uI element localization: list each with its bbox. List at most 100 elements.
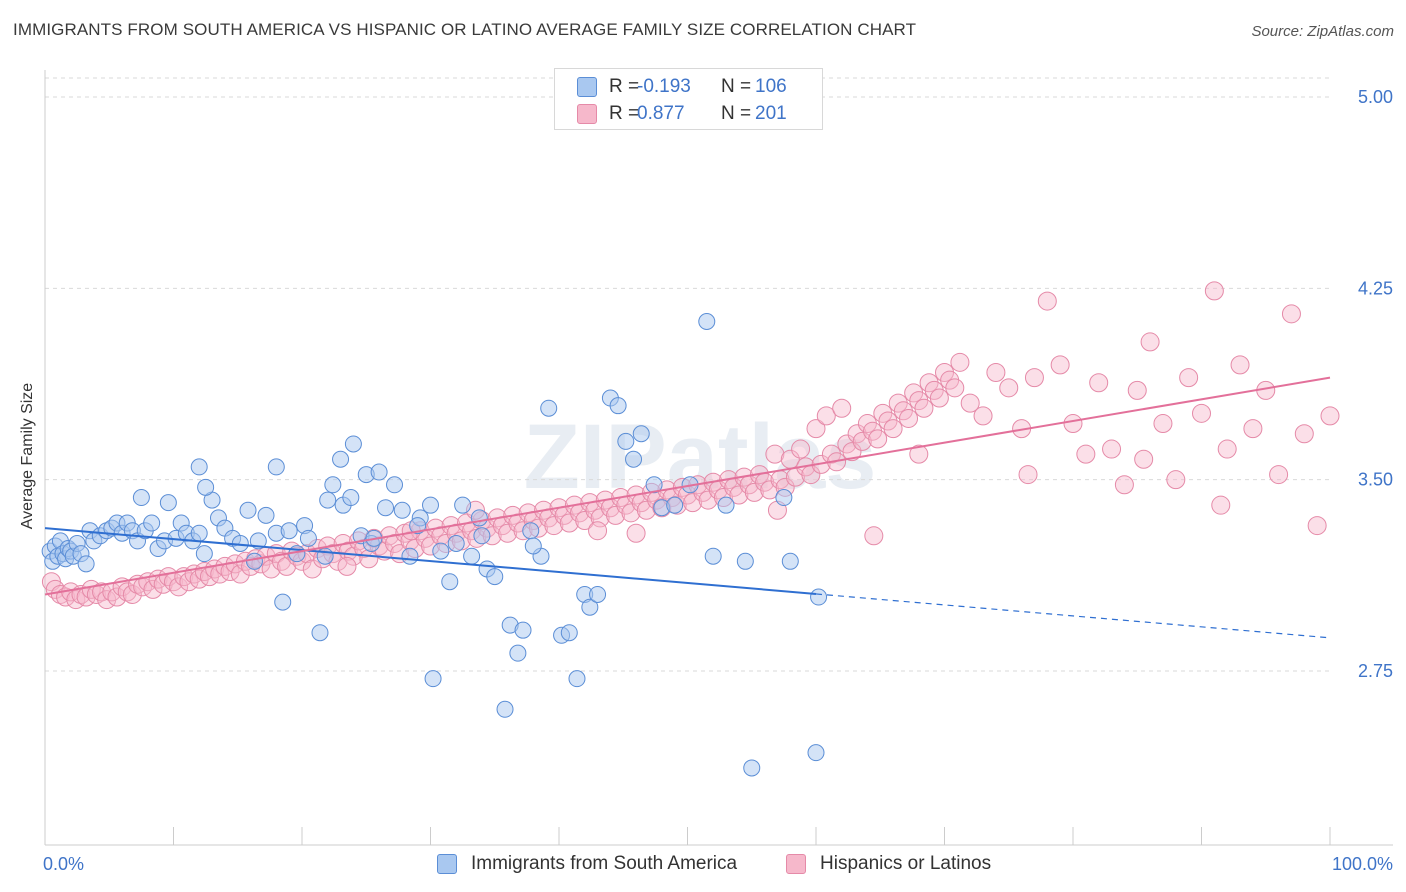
data-point-immigrants	[581, 598, 599, 616]
data-point-hispanics	[169, 577, 189, 597]
data-point-hispanics	[1102, 439, 1122, 459]
data-point-hispanics	[1050, 355, 1070, 375]
data-point-immigrants	[698, 312, 716, 330]
correlation-legend: R = -0.193 N = 106 R = 0.877 N = 201	[554, 68, 823, 130]
trend-line-immigrants	[44, 527, 817, 595]
data-point-immigrants	[568, 670, 586, 688]
data-point-immigrants	[267, 458, 285, 476]
data-point-hispanics	[1211, 495, 1231, 515]
data-point-hispanics	[842, 442, 862, 462]
data-point-hispanics	[1243, 419, 1263, 439]
data-point-hispanics	[1204, 281, 1224, 301]
legend-r-label: R =	[609, 103, 640, 124]
legend-row-immigrants: R = -0.193 N = 106	[577, 75, 787, 99]
chart-title: IMMIGRANTS FROM SOUTH AMERICA VS HISPANI…	[13, 20, 917, 39]
data-point-immigrants	[810, 588, 828, 606]
data-point-immigrants	[77, 555, 95, 573]
legend-r-value: 0.877	[637, 103, 685, 124]
bottom-legend-immigrants: Immigrants from South America	[437, 852, 737, 876]
data-point-immigrants	[274, 593, 292, 611]
data-point-hispanics	[559, 513, 579, 533]
data-point-hispanics	[1134, 449, 1154, 469]
legend-swatch-hispanics	[577, 104, 597, 124]
tick-labels: 2.75 3.50 4.25 5.00 0.0% 100.0%	[43, 87, 1393, 874]
data-point-hispanics	[107, 587, 127, 607]
data-point-immigrants	[393, 501, 411, 519]
y-tick-label: 5.00	[1358, 87, 1393, 107]
data-point-immigrants	[249, 532, 267, 550]
axes	[44, 70, 1393, 846]
legend-n-label: N =	[721, 76, 752, 97]
data-point-immigrants	[324, 476, 342, 494]
data-point-hispanics	[1153, 414, 1173, 434]
data-point-hispanics	[1063, 414, 1083, 434]
data-point-hispanics	[1089, 373, 1109, 393]
data-point-immigrants	[409, 517, 427, 535]
data-point-hispanics	[117, 582, 137, 602]
data-point-hispanics	[929, 388, 949, 408]
data-point-immigrants	[704, 547, 722, 565]
data-point-immigrants	[132, 489, 150, 507]
data-point-immigrants	[432, 542, 450, 560]
data-point-immigrants	[473, 527, 491, 545]
trend-lines	[44, 376, 1331, 639]
data-point-hispanics	[621, 503, 641, 523]
data-point-hispanics	[606, 505, 626, 525]
data-point-hispanics	[261, 559, 281, 579]
data-point-hispanics	[950, 352, 970, 372]
data-point-hispanics	[899, 408, 919, 428]
data-point-hispanics	[1307, 516, 1327, 536]
data-point-hispanics	[1217, 439, 1237, 459]
data-point-hispanics	[816, 406, 836, 426]
data-point-hispanics	[498, 523, 518, 543]
data-point-immigrants	[386, 476, 404, 494]
data-point-hispanics	[914, 398, 934, 418]
data-point-immigrants	[645, 476, 663, 494]
bottom-legend-swatch-hispanics	[786, 854, 806, 874]
data-point-hispanics	[864, 526, 884, 546]
data-point-hispanics	[683, 493, 703, 513]
data-point-immigrants	[717, 496, 735, 514]
data-point-hispanics	[1024, 368, 1044, 388]
data-point-hispanics	[883, 419, 903, 439]
data-point-hispanics	[626, 523, 646, 543]
data-point-hispanics	[122, 584, 142, 604]
data-point-hispanics	[338, 541, 358, 561]
data-point-immigrants	[514, 621, 532, 639]
data-point-immigrants	[190, 524, 208, 542]
data-point-hispanics	[1179, 368, 1199, 388]
data-point-immigrants	[239, 501, 257, 519]
data-point-immigrants	[344, 435, 362, 453]
data-point-hispanics	[1140, 332, 1160, 352]
series-immigrants-points	[41, 312, 828, 777]
data-point-hispanics	[575, 510, 595, 530]
data-point-immigrants	[609, 397, 627, 415]
legend-n-value: 201	[755, 103, 787, 124]
data-point-immigrants	[463, 547, 481, 565]
data-point-immigrants	[743, 759, 761, 777]
bottom-legend-hispanics: Hispanics or Latinos	[786, 852, 991, 876]
data-point-hispanics	[1076, 444, 1096, 464]
data-point-hispanics	[1114, 475, 1134, 495]
legend-row-hispanics: R = 0.877 N = 201	[577, 102, 787, 126]
data-point-immigrants	[245, 552, 263, 570]
data-point-hispanics	[791, 439, 811, 459]
watermark-text: ZIPatlas	[524, 406, 877, 508]
data-point-immigrants	[377, 499, 395, 517]
data-point-hispanics	[832, 398, 852, 418]
data-point-immigrants	[522, 522, 540, 540]
data-point-immigrants	[447, 534, 465, 552]
data-point-immigrants	[311, 624, 329, 642]
data-point-immigrants	[617, 432, 635, 450]
x-tick-label: 0.0%	[43, 854, 84, 874]
y-tick-label: 3.50	[1358, 470, 1393, 490]
data-point-immigrants	[441, 573, 459, 591]
data-point-immigrants	[197, 478, 215, 496]
data-point-hispanics	[1230, 355, 1250, 375]
trend-line-hispanics	[44, 376, 1331, 596]
data-point-immigrants	[299, 529, 317, 547]
data-point-hispanics	[1018, 465, 1038, 485]
x-tick-label: 100.0%	[1332, 854, 1393, 874]
data-point-immigrants	[159, 494, 177, 512]
data-point-immigrants	[401, 547, 419, 565]
